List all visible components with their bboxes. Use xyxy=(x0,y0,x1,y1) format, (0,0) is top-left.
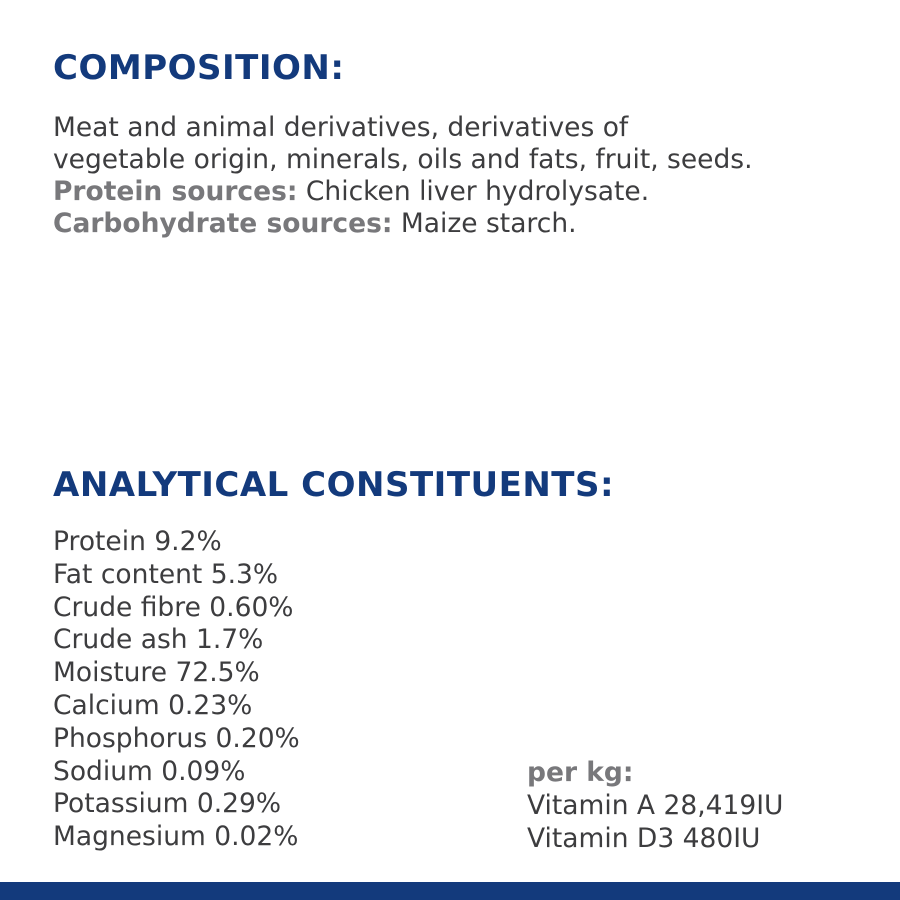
per-kg-section: per kg: Vitamin A 28,419IU Vitamin D3 48… xyxy=(527,756,783,855)
list-item: Vitamin A 28,419IU xyxy=(527,790,784,821)
protein-sources-label: Protein sources: xyxy=(53,176,298,207)
list-item: Crude fibre 0.60% xyxy=(53,591,294,623)
list-item: Protein 9.2% xyxy=(53,526,222,557)
list-item: Potassium 0.29% xyxy=(53,788,282,820)
list-item: Phosphorus 0.20% xyxy=(53,722,300,754)
list-item: Moisture 72.5% xyxy=(53,657,260,689)
list-item: Crude ash 1.7% xyxy=(53,624,264,656)
analytical-heading: ANALYTICAL CONSTITUENTS: xyxy=(53,465,615,505)
list-item: Sodium 0.09% xyxy=(53,755,246,787)
composition-text: Meat and animal derivatives, derivatives… xyxy=(53,112,753,240)
list-item: Vitamin D3 480IU xyxy=(527,823,761,854)
list-item: Magnesium 0.02% xyxy=(53,821,299,853)
list-item: Fat content 5.3% xyxy=(53,558,279,590)
carbohydrate-sources-value: Maize starch. xyxy=(392,208,577,239)
footer-bar xyxy=(0,882,900,900)
composition-heading: COMPOSITION: xyxy=(53,48,345,88)
protein-sources: Protein sources: Chicken liver hydrolysa… xyxy=(53,176,753,208)
composition-line-1: Meat and animal derivatives, derivatives… xyxy=(53,112,629,143)
protein-sources-value: Chicken liver hydrolysate. xyxy=(297,176,650,207)
carbohydrate-sources-label: Carbohydrate sources: xyxy=(53,208,393,239)
composition-line-2: vegetable origin, minerals, oils and fat… xyxy=(53,144,753,175)
carbohydrate-sources: Carbohydrate sources: Maize starch. xyxy=(53,208,753,240)
constituents-list: Protein 9.2% Fat content 5.3% Crude fibr… xyxy=(53,526,300,854)
per-kg-label: per kg: xyxy=(527,757,634,788)
list-item: Calcium 0.23% xyxy=(53,689,253,721)
